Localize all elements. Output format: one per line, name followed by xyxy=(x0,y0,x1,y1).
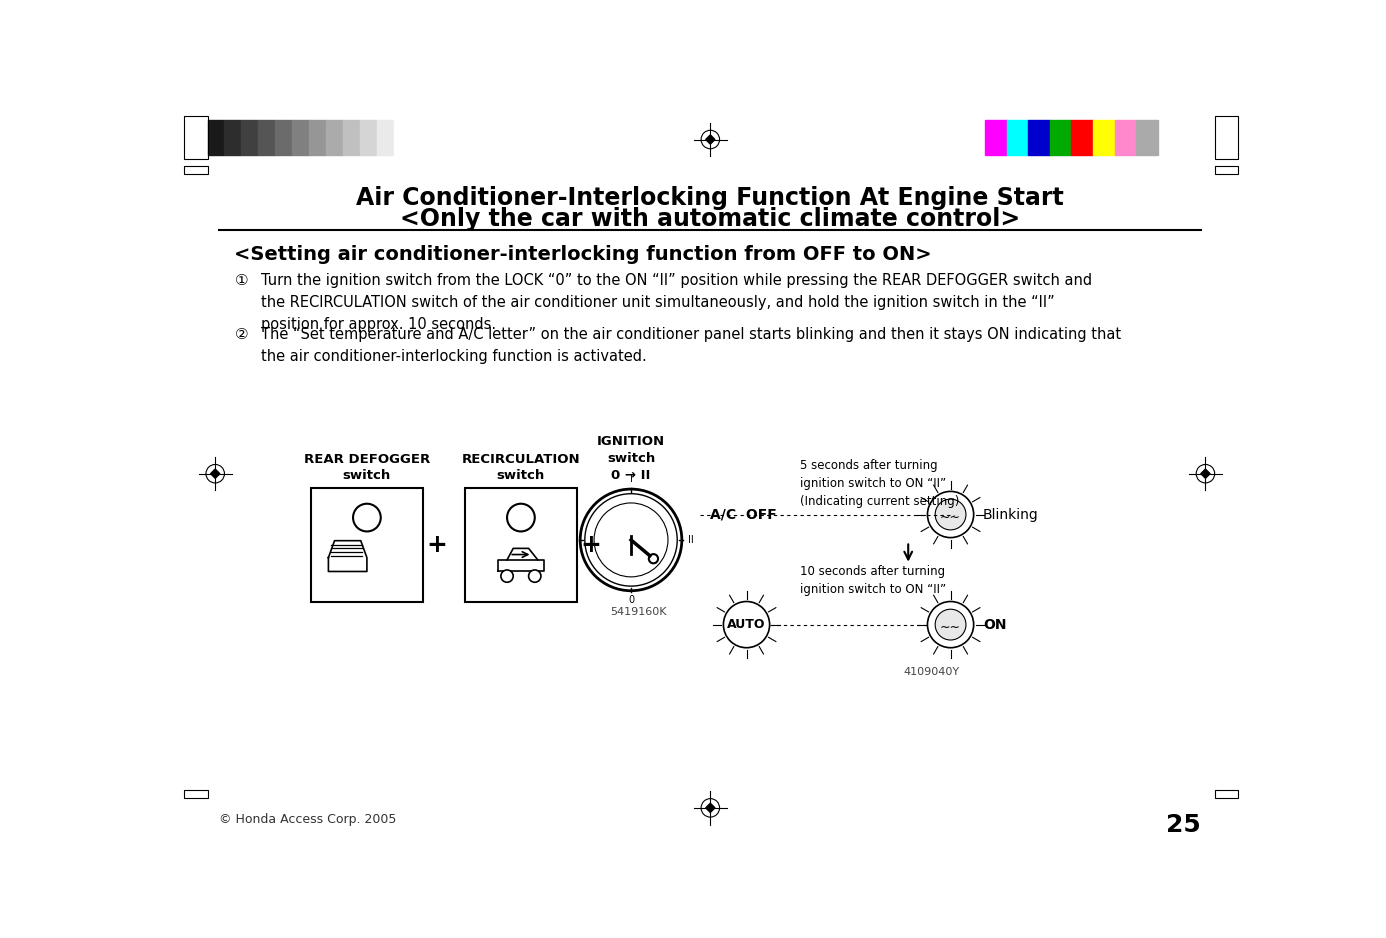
Text: Blinking: Blinking xyxy=(983,507,1038,522)
Text: 10 seconds after turning
ignition switch to ON “II”: 10 seconds after turning ignition switch… xyxy=(801,565,947,596)
Bar xyxy=(1094,120,1114,155)
Text: ∼∼: ∼∼ xyxy=(940,511,960,524)
Text: ON: ON xyxy=(983,617,1006,631)
Text: II: II xyxy=(687,535,694,545)
Text: © Honda Access Corp. 2005: © Honda Access Corp. 2005 xyxy=(219,813,396,826)
Text: +: + xyxy=(427,534,448,557)
Text: ∼∼: ∼∼ xyxy=(940,621,960,634)
Polygon shape xyxy=(705,135,715,144)
Circle shape xyxy=(927,492,973,537)
Text: 5419160K: 5419160K xyxy=(610,607,667,617)
Text: The “Set temperature and A/C letter” on the air conditioner panel starts blinkin: The “Set temperature and A/C letter” on … xyxy=(262,326,1121,364)
Polygon shape xyxy=(1200,469,1210,478)
Polygon shape xyxy=(328,540,367,571)
Polygon shape xyxy=(498,560,543,571)
Text: I: I xyxy=(629,475,632,484)
Bar xyxy=(1114,120,1137,155)
Bar xyxy=(360,120,377,155)
Bar xyxy=(326,120,342,155)
Bar xyxy=(342,120,360,155)
Circle shape xyxy=(528,570,541,582)
Bar xyxy=(309,120,326,155)
Text: 0: 0 xyxy=(628,596,633,605)
Bar xyxy=(1137,120,1157,155)
Bar xyxy=(985,120,1006,155)
Bar xyxy=(276,120,292,155)
Bar xyxy=(241,120,258,155)
Text: <Only the car with automatic climate control>: <Only the car with automatic climate con… xyxy=(401,206,1020,231)
Text: IGNITION
switch
0 → II: IGNITION switch 0 → II xyxy=(597,435,665,482)
Polygon shape xyxy=(211,469,220,478)
Bar xyxy=(312,489,423,602)
Bar xyxy=(394,120,410,155)
Text: +: + xyxy=(581,534,602,557)
Bar xyxy=(377,120,394,155)
Bar xyxy=(184,116,208,159)
Circle shape xyxy=(927,601,973,648)
Polygon shape xyxy=(705,803,715,812)
Text: RECIRCULATION
switch: RECIRCULATION switch xyxy=(462,453,581,482)
Text: A/C  OFF: A/C OFF xyxy=(711,507,778,522)
Text: Air Conditioner-Interlocking Function At Engine Start: Air Conditioner-Interlocking Function At… xyxy=(356,186,1064,210)
Text: <Setting air conditioner-interlocking function from OFF to ON>: <Setting air conditioner-interlocking fu… xyxy=(234,245,933,264)
Text: 4109040Y: 4109040Y xyxy=(904,667,959,677)
Bar xyxy=(1071,120,1094,155)
Text: AUTO: AUTO xyxy=(728,618,765,631)
Bar xyxy=(1214,790,1238,798)
Bar xyxy=(1028,120,1051,155)
Bar xyxy=(225,120,241,155)
Circle shape xyxy=(581,489,682,591)
Text: 5 seconds after turning
ignition switch to ON “II”
(Indicating current setting): 5 seconds after turning ignition switch … xyxy=(801,459,959,508)
Circle shape xyxy=(936,609,966,640)
Bar xyxy=(292,120,309,155)
Circle shape xyxy=(500,570,513,582)
Bar xyxy=(1051,120,1071,155)
Bar xyxy=(1214,166,1238,174)
Text: ①: ① xyxy=(234,273,248,288)
Bar xyxy=(184,166,208,174)
Bar xyxy=(1006,120,1028,155)
Text: ②: ② xyxy=(234,326,248,341)
Text: Turn the ignition switch from the LOCK “0” to the ON “II” position while pressin: Turn the ignition switch from the LOCK “… xyxy=(262,273,1092,332)
Bar xyxy=(208,120,225,155)
Text: REAR DEFOGGER
switch: REAR DEFOGGER switch xyxy=(304,453,430,482)
Bar xyxy=(466,489,577,602)
Text: 25: 25 xyxy=(1166,813,1200,838)
Circle shape xyxy=(936,499,966,530)
Bar xyxy=(258,120,276,155)
Bar xyxy=(1214,116,1238,159)
Bar xyxy=(184,790,208,798)
Circle shape xyxy=(723,601,769,648)
